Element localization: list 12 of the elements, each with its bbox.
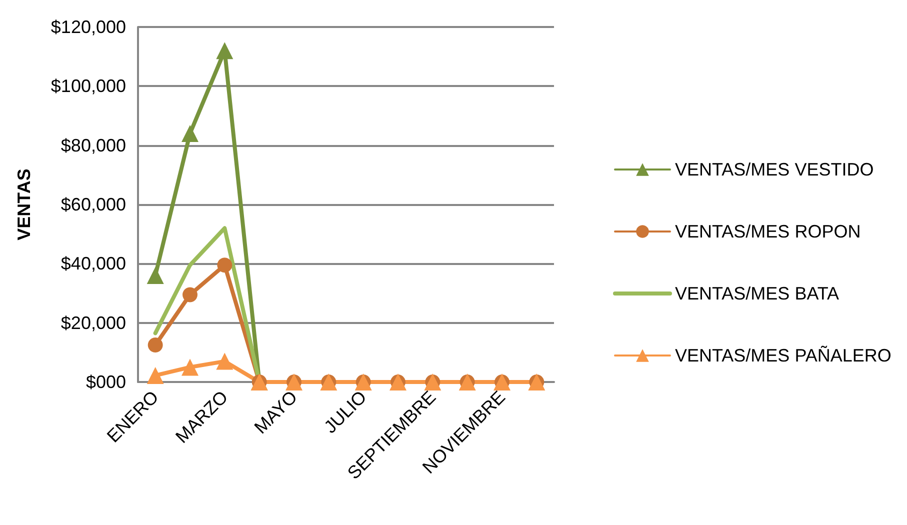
y-axis-title: VENTAS [14, 168, 34, 240]
y-tick-label: $60,000 [60, 194, 126, 214]
y-tick-label: $000 [86, 372, 126, 392]
legend-label: VENTAS/MES VESTIDO [675, 160, 874, 180]
legend-label: VENTAS/MES ROPON [675, 222, 861, 242]
legend-label: VENTAS/MES PAÑALERO [675, 346, 892, 366]
legend-label: VENTAS/MES BATA [675, 284, 840, 304]
y-tick-label: $120,000 [50, 17, 126, 37]
y-tick-label: $40,000 [60, 254, 126, 274]
y-tick-label: $100,000 [50, 76, 126, 96]
y-tick-label: $80,000 [60, 135, 126, 156]
y-tick-label: $20,000 [60, 312, 126, 333]
